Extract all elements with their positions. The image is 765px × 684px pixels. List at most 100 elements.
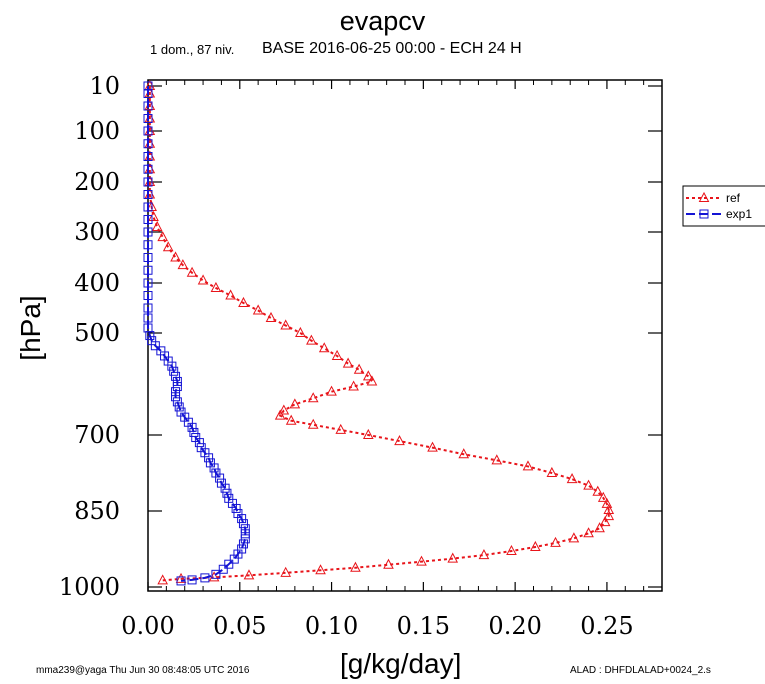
data-point-ref bbox=[566, 473, 578, 484]
x-tick-label: 0.15 bbox=[397, 612, 450, 640]
series-layer bbox=[143, 79, 615, 586]
data-point-exp1 bbox=[218, 564, 228, 574]
y-tick-label: 1000 bbox=[59, 573, 120, 601]
data-point-exp1 bbox=[187, 422, 197, 432]
data-point-exp1 bbox=[172, 382, 182, 392]
data-point-ref bbox=[416, 555, 427, 566]
data-point-exp1 bbox=[174, 402, 184, 412]
data-point-ref bbox=[274, 409, 286, 420]
data-point-ref bbox=[599, 516, 611, 527]
data-point-ref bbox=[592, 485, 604, 496]
data-point-exp1 bbox=[143, 253, 153, 262]
data-point-ref bbox=[186, 266, 198, 277]
legend-marker-exp1 bbox=[699, 209, 709, 219]
footer-right: ALAD : DHFDLALAD+0024_2.s bbox=[570, 665, 711, 676]
data-point-exp1 bbox=[240, 534, 250, 544]
data-point-ref bbox=[326, 385, 337, 396]
y-tick-label: 400 bbox=[74, 269, 120, 297]
data-point-ref bbox=[307, 392, 319, 403]
data-point-exp1 bbox=[143, 291, 153, 300]
y-tick-label: 700 bbox=[74, 421, 120, 449]
data-point-ref bbox=[315, 564, 326, 575]
data-point-exp1 bbox=[143, 278, 153, 288]
data-point-ref bbox=[157, 231, 169, 242]
data-point-ref bbox=[238, 296, 249, 307]
data-point-ref bbox=[583, 479, 594, 490]
data-point-ref bbox=[225, 289, 236, 300]
data-point-exp1 bbox=[229, 554, 239, 564]
data-point-ref bbox=[148, 210, 159, 221]
data-point-exp1 bbox=[189, 427, 199, 437]
data-point-exp1 bbox=[172, 376, 182, 386]
y-tick-label: 850 bbox=[74, 497, 120, 525]
data-point-exp1 bbox=[200, 573, 210, 583]
subtitle-left: 1 dom., 87 niv. bbox=[150, 42, 235, 57]
data-point-exp1 bbox=[169, 366, 179, 376]
x-tick-label: 0.05 bbox=[213, 612, 266, 640]
data-point-ref bbox=[491, 454, 503, 465]
data-point-exp1 bbox=[238, 539, 248, 549]
data-point-ref bbox=[550, 536, 561, 547]
data-point-ref bbox=[289, 398, 301, 409]
plot-border bbox=[147, 79, 663, 592]
data-point-ref bbox=[353, 363, 365, 374]
data-point-ref bbox=[265, 311, 277, 322]
data-point-ref bbox=[295, 326, 306, 337]
data-point-exp1 bbox=[224, 559, 234, 569]
y-tick-label: 100 bbox=[74, 117, 120, 145]
data-point-ref bbox=[243, 569, 255, 580]
data-point-ref bbox=[278, 404, 290, 415]
x-axis-label: [g/kg/day] bbox=[340, 648, 462, 679]
data-point-ref bbox=[157, 574, 169, 585]
data-point-exp1 bbox=[145, 331, 155, 341]
footer-left: mma239@yaga Thu Jun 30 08:48:05 UTC 2016 bbox=[36, 665, 250, 676]
data-point-exp1 bbox=[143, 101, 153, 111]
data-point-exp1 bbox=[238, 519, 248, 529]
legend-label-exp1: exp1 bbox=[726, 207, 752, 221]
data-point-exp1 bbox=[231, 503, 241, 513]
data-point-ref bbox=[342, 357, 354, 368]
data-point-exp1 bbox=[176, 576, 186, 586]
data-point-exp1 bbox=[143, 114, 153, 123]
data-point-ref bbox=[394, 435, 405, 446]
data-point-exp1 bbox=[240, 524, 250, 534]
data-point-exp1 bbox=[220, 483, 230, 493]
series-line-exp1 bbox=[147, 86, 247, 582]
data-point-ref bbox=[597, 491, 609, 502]
subtitle-right: BASE 2016-06-25 00:00 - ECH 24 H bbox=[262, 40, 522, 57]
data-point-ref bbox=[603, 503, 615, 514]
y-axis-label: [hPa] bbox=[15, 295, 46, 361]
x-tick-label: 0.20 bbox=[488, 612, 541, 640]
data-point-ref bbox=[306, 334, 317, 345]
data-point-ref bbox=[594, 522, 605, 533]
data-point-ref bbox=[318, 342, 330, 353]
data-point-ref bbox=[210, 281, 222, 292]
data-point-exp1 bbox=[222, 488, 232, 498]
data-point-ref bbox=[583, 527, 594, 538]
data-point-exp1 bbox=[143, 202, 153, 212]
data-point-exp1 bbox=[171, 392, 181, 402]
data-point-ref bbox=[350, 561, 361, 572]
data-point-ref bbox=[522, 460, 534, 471]
series-ref bbox=[144, 79, 615, 585]
data-point-ref bbox=[335, 423, 347, 434]
legend-box bbox=[682, 185, 765, 227]
data-point-exp1 bbox=[143, 313, 153, 323]
y-tick-label: 10 bbox=[89, 72, 120, 100]
y-tick-label: 300 bbox=[74, 218, 120, 246]
data-point-exp1 bbox=[143, 152, 153, 161]
data-point-exp1 bbox=[171, 371, 181, 381]
data-point-ref bbox=[362, 428, 374, 439]
data-point-exp1 bbox=[171, 387, 181, 397]
data-point-exp1 bbox=[143, 139, 153, 149]
data-point-ref bbox=[383, 558, 394, 569]
data-point-exp1 bbox=[237, 514, 247, 524]
data-point-ref bbox=[197, 274, 209, 285]
data-point-exp1 bbox=[211, 569, 221, 579]
data-point-exp1 bbox=[143, 126, 153, 136]
legend-label-ref: ref bbox=[726, 191, 741, 205]
data-point-ref bbox=[546, 466, 558, 477]
data-point-ref bbox=[427, 441, 438, 452]
chart-title: evapcv bbox=[339, 6, 426, 36]
series-line-ref bbox=[148, 86, 610, 582]
